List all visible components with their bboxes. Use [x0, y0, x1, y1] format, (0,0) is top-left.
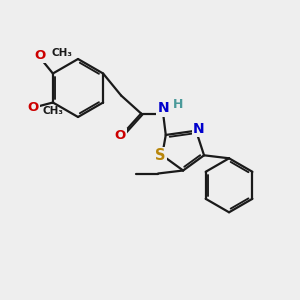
- Text: CH₃: CH₃: [43, 106, 64, 116]
- Text: S: S: [155, 148, 165, 163]
- Text: CH₃: CH₃: [52, 47, 73, 58]
- Text: H: H: [173, 98, 184, 111]
- Text: O: O: [27, 101, 38, 114]
- Text: N: N: [193, 122, 205, 136]
- Text: N: N: [157, 101, 169, 116]
- Text: O: O: [115, 129, 126, 142]
- Text: O: O: [34, 49, 46, 62]
